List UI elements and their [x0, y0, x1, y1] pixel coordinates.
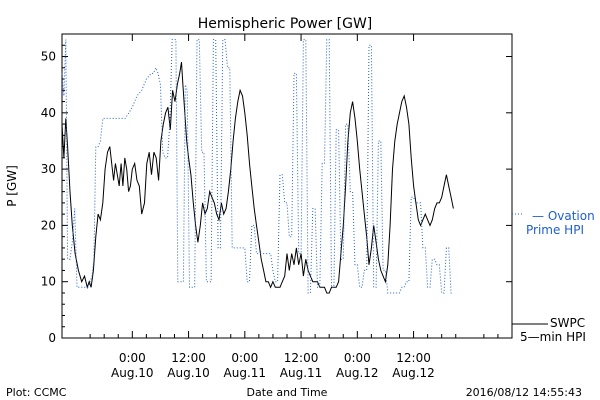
- y-tick-label: 30: [41, 162, 56, 176]
- legend-swpc-line2: 5—min HPI: [520, 330, 586, 344]
- legend-swpc: SWPC 5—min HPI: [512, 316, 586, 344]
- x-tick-time-label: 12:00: [396, 351, 431, 365]
- plot-credit: Plot: CCMC: [6, 386, 67, 399]
- x-tick-date-label: Aug.10: [111, 366, 154, 380]
- x-tick-date-label: Aug.11: [224, 366, 267, 380]
- series-swpc-line: [61, 62, 454, 294]
- legend-swpc-line1: SWPC: [550, 316, 585, 330]
- chart-title: Hemispheric Power [GW]: [198, 16, 373, 32]
- x-tick-time-label: 12:00: [171, 351, 206, 365]
- x-tick-time-label: 12:00: [284, 351, 319, 365]
- x-tick-time-label: 0:00: [344, 351, 371, 365]
- y-tick-label: 50: [41, 50, 56, 64]
- x-tick-date-label: Aug.11: [280, 366, 323, 380]
- y-axis-label: P [GW]: [5, 165, 19, 207]
- y-tick-label: 20: [41, 218, 56, 232]
- x-axis-label: Date and Time: [247, 386, 328, 399]
- x-tick-date-label: Aug.10: [167, 366, 210, 380]
- x-tick-date-label: Aug.12: [336, 366, 379, 380]
- x-axis-ticks: 0:00Aug.1012:00Aug.100:00Aug.1112:00Aug.…: [89, 34, 499, 380]
- legend-ovation-line2: Prime HPI: [526, 223, 584, 237]
- y-axis-ticks: 0 10 20 30 40 50: [41, 44, 512, 345]
- series-layer: [61, 39, 454, 294]
- x-tick-date-label: Aug.12: [392, 366, 435, 380]
- y-tick-label: 0: [48, 331, 56, 345]
- x-tick-time-label: 0:00: [119, 351, 146, 365]
- y-tick-label: 40: [41, 106, 56, 120]
- y-tick-label: 10: [41, 275, 56, 289]
- plot-timestamp: 2016/08/12 14:55:43: [466, 386, 582, 399]
- series-ovation-prime-line: [61, 39, 454, 294]
- x-tick-time-label: 0:00: [231, 351, 258, 365]
- legend-ovation-line1: — Ovation: [532, 209, 595, 223]
- legend-ovation: — Ovation Prime HPI: [512, 209, 595, 237]
